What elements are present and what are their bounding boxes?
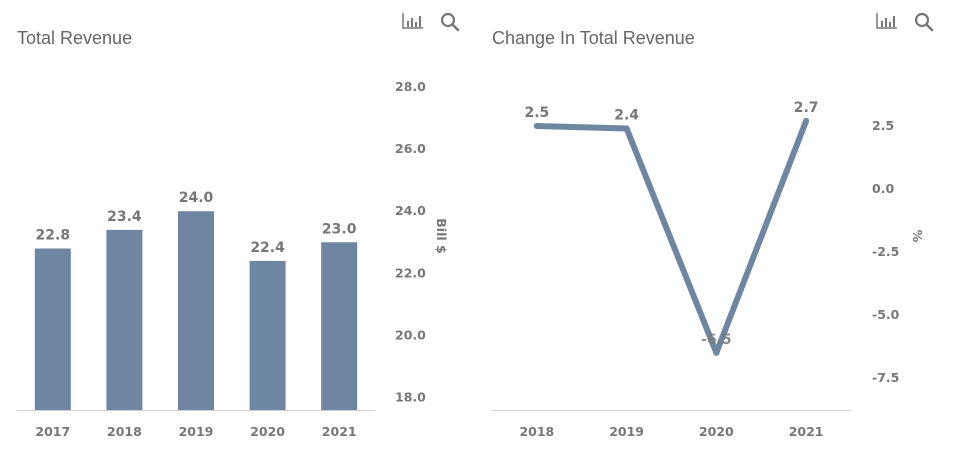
data-label: 2.5: [524, 105, 549, 121]
data-label: 2.4: [614, 108, 639, 124]
chart-title: Change In Total Revenue: [492, 28, 695, 48]
x-tick-label: 2018: [107, 424, 142, 439]
x-tick-label: 2020: [250, 424, 285, 439]
bar: [106, 229, 143, 410]
bar-chart-icon[interactable]: [876, 12, 898, 35]
data-point: [713, 349, 720, 356]
bar: [321, 242, 358, 410]
y-tick-label: 18.0: [395, 390, 426, 405]
y-tick-label: 20.0: [395, 327, 426, 342]
y-tick-label: 0.0: [872, 181, 894, 196]
y-tick-label: 28.0: [395, 79, 426, 94]
line-chart: 2.5 2018 2.4 2019 -6.5 2020 2.7 2021 -7.5 -5.0 -2.…: [492, 100, 925, 439]
y-tick-label: -5.0: [872, 307, 900, 322]
search-icon[interactable]: [914, 12, 934, 37]
x-tick-label: 2021: [789, 424, 824, 439]
search-icon[interactable]: [440, 12, 460, 37]
chart-title: Total Revenue: [17, 28, 133, 48]
x-tick-label: 2019: [609, 424, 644, 439]
bar: [34, 248, 71, 410]
x-tick-label: 2019: [179, 424, 214, 439]
y-axis-label: %: [910, 230, 925, 243]
y-tick-label: -2.5: [872, 244, 899, 259]
y-tick-label: 22.0: [395, 265, 426, 280]
y-tick-label: 26.0: [395, 141, 426, 156]
series-line: [533, 117, 810, 356]
total-revenue-panel: Total Revenue 22.8 2017 23.4 2018 24.0 2019 22…: [17, 12, 460, 439]
x-tick-label: 2018: [519, 424, 554, 439]
y-axis-label: Bill $: [434, 218, 449, 253]
data-point: [533, 123, 540, 129]
data-label: 2.7: [794, 100, 819, 116]
bar-chart-icon[interactable]: [402, 12, 424, 35]
bar: [249, 260, 286, 410]
x-tick-label: 2017: [35, 424, 70, 439]
y-tick-label: 24.0: [395, 203, 426, 218]
data-label: 22.4: [250, 240, 285, 256]
data-label: 24.0: [179, 190, 214, 206]
change-revenue-panel: Change In Total Revenue 2.5 2018 2.4 2019 -6…: [480, 0, 958, 466]
bar: [178, 211, 214, 410]
data-label: 22.8: [36, 228, 71, 244]
x-tick-label: 2021: [322, 424, 357, 439]
bar-chart: 22.8 2017 23.4 2018 24.0 2019 22.4 2020 23.0 2021…: [17, 79, 449, 439]
y-tick-label: -7.5: [872, 370, 899, 385]
data-point: [803, 117, 810, 124]
data-label: 23.0: [322, 221, 357, 237]
y-tick-label: 2.5: [872, 118, 894, 133]
x-tick-label: 2020: [699, 424, 734, 439]
data-label: 23.4: [107, 209, 142, 225]
data-label: -6.5: [701, 332, 732, 348]
data-point: [623, 125, 630, 132]
